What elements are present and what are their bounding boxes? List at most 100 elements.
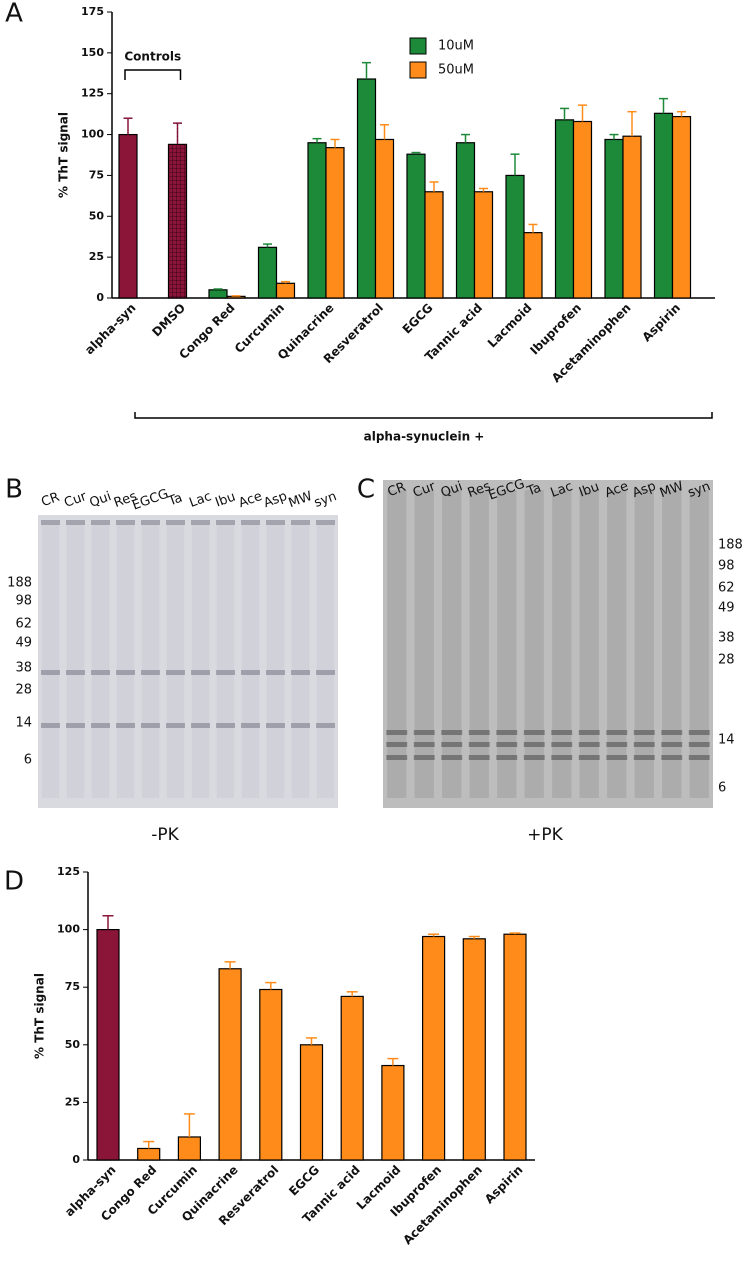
marker-label: 14: [15, 716, 32, 731]
error-bar: [281, 280, 290, 284]
bar: [374, 138, 395, 299]
y-tick-label: 100: [57, 923, 80, 936]
bar: [505, 174, 525, 299]
lane-label: Ta: [524, 481, 543, 500]
bar: [96, 928, 120, 1161]
gel-band: [66, 723, 85, 728]
x-tick-label: Acetaminophen: [400, 1163, 485, 1248]
y-tick-label: 50: [65, 1038, 81, 1051]
error-bar: [263, 243, 272, 248]
marker-label: 62: [15, 617, 32, 632]
y-tick-label: 125: [57, 865, 80, 878]
annotation: alpha-synuclein +: [364, 430, 485, 444]
gel-band: [413, 755, 435, 760]
bar: [473, 191, 494, 299]
gel-band: [216, 670, 235, 675]
gel-band: [241, 520, 260, 525]
marker-label: 14: [718, 733, 735, 748]
lane-label: MW: [287, 489, 315, 511]
bar: [406, 153, 426, 299]
gel-band: [551, 730, 573, 735]
lane-label: syn: [312, 489, 338, 511]
bar: [208, 289, 228, 299]
error-bar: [560, 107, 569, 120]
lane-smear: [497, 490, 517, 798]
lane-label: Ta: [166, 491, 185, 510]
controls-label: Controls: [124, 50, 181, 64]
gel-band: [216, 723, 235, 728]
gel-band: [116, 520, 135, 525]
x-tick-label: DMSO: [149, 301, 188, 340]
y-tick-label: 50: [89, 209, 105, 222]
gel-band: [551, 742, 573, 747]
error-bar: [346, 991, 358, 997]
y-axis-label: % ThT signal: [33, 973, 47, 1059]
gel-band: [413, 742, 435, 747]
error-bar: [265, 981, 277, 990]
gel-band: [633, 742, 655, 747]
gel-band: [441, 730, 463, 735]
error-bar: [224, 961, 236, 969]
lane-smear: [291, 525, 310, 798]
bar: [381, 1064, 405, 1161]
lane-smear: [141, 525, 160, 798]
lane-label: Ibu: [213, 489, 237, 510]
gel-image: [38, 515, 338, 808]
gel-band: [166, 670, 185, 675]
error-bar: [578, 104, 587, 122]
gel-band: [266, 723, 285, 728]
lane-smear: [662, 490, 682, 798]
gel-band: [688, 730, 710, 735]
error-bar: [330, 138, 340, 148]
bar: [554, 119, 575, 299]
gel-band: [241, 723, 260, 728]
lane-label: CR: [386, 480, 408, 500]
gel-band: [386, 755, 408, 760]
gel-band: [606, 755, 628, 760]
gel-band: [441, 755, 463, 760]
gel-band: [241, 670, 260, 675]
gel-band: [496, 742, 518, 747]
bar: [455, 142, 476, 299]
y-tick-label: 125: [81, 87, 104, 100]
marker-label: 49: [15, 636, 32, 651]
bar: [167, 143, 188, 299]
marker-label: 28: [15, 683, 32, 698]
error-bar: [183, 1113, 195, 1137]
controls-bracket: [124, 69, 182, 80]
gel-band: [291, 670, 310, 675]
gel-band: [216, 520, 235, 525]
bar: [218, 968, 242, 1161]
marker-label: 6: [24, 753, 32, 768]
legend-label: 10uM: [438, 39, 474, 54]
gel-band: [91, 520, 110, 525]
gel-band: [291, 723, 310, 728]
gel-band: [688, 755, 710, 760]
lane-label: Qui: [88, 489, 114, 511]
gel-band: [141, 520, 160, 525]
gel-band: [166, 520, 185, 525]
bar: [275, 282, 296, 299]
bar: [118, 133, 138, 299]
y-tick-label: 75: [65, 980, 80, 993]
error-bar: [528, 223, 538, 233]
y-tick-label: 0: [96, 291, 104, 304]
bar: [572, 120, 593, 299]
gel-band: [523, 742, 545, 747]
y-tick-label: 150: [81, 46, 104, 59]
gel-band: [633, 755, 655, 760]
gel-band: [386, 730, 408, 735]
gel-band: [266, 520, 285, 525]
gel-band: [413, 730, 435, 735]
gel-band: [316, 670, 335, 675]
gel-band: [266, 670, 285, 675]
error-bar: [609, 133, 619, 140]
gel-band: [578, 730, 600, 735]
gel-band: [166, 723, 185, 728]
marker-label: 62: [718, 581, 735, 596]
gel-band: [661, 730, 683, 735]
gel-band: [41, 520, 60, 525]
gel-band: [441, 742, 463, 747]
y-tick-label: 25: [65, 1095, 80, 1108]
